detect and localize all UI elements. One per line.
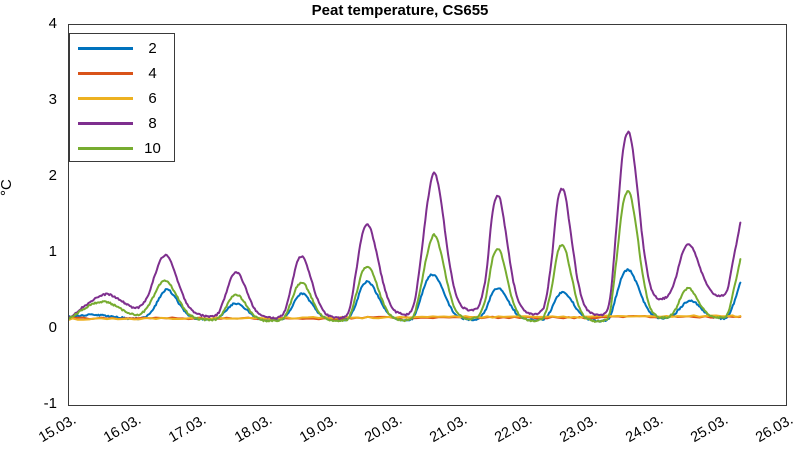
series-line-8	[69, 130, 742, 320]
legend-label: 2	[148, 40, 157, 57]
y-tick-label: 2	[48, 167, 57, 184]
x-tick-label: 23.03.	[557, 412, 601, 447]
x-tick-label: 22.03.	[492, 412, 536, 447]
x-tick-label: 17.03.	[166, 412, 210, 447]
y-tick-label: 4	[48, 15, 57, 32]
legend-item-6[interactable]: 6	[70, 86, 176, 111]
legend-item-10[interactable]: 10	[70, 136, 176, 161]
series-line-10	[69, 190, 742, 323]
y-tick-label: 1	[48, 243, 57, 260]
x-tick-label: 18.03.	[231, 412, 275, 447]
x-tick-label: 16.03.	[101, 412, 145, 447]
legend-label: 10	[144, 140, 161, 157]
x-tick-label: 20.03.	[361, 412, 405, 447]
y-tick-label: 3	[48, 91, 57, 108]
legend-swatch-4	[78, 72, 133, 75]
legend-swatch-8	[78, 122, 133, 125]
series-line-6	[69, 314, 742, 321]
legend-label: 8	[148, 115, 157, 132]
x-tick-label: 21.03.	[427, 412, 471, 447]
legend-swatch-2	[78, 47, 133, 50]
legend-swatch-6	[78, 97, 133, 100]
x-tick-label: 26.03.	[753, 412, 796, 447]
legend-label: 6	[148, 90, 157, 107]
x-tick-label: 19.03.	[296, 412, 340, 447]
x-tick-label: 25.03.	[687, 412, 731, 447]
legend-item-2[interactable]: 2	[70, 36, 176, 61]
plot-area	[68, 24, 787, 406]
legend-item-4[interactable]: 4	[70, 61, 176, 86]
legend-item-8[interactable]: 8	[70, 111, 176, 136]
legend-swatch-10	[78, 147, 133, 150]
legend-label: 4	[148, 65, 157, 82]
plot-lines	[69, 130, 742, 323]
y-tick-label: -1	[43, 395, 57, 412]
y-tick-label: 0	[48, 319, 57, 336]
legend: 2 4 6 8 10	[69, 33, 175, 162]
x-tick-label: 24.03.	[622, 412, 666, 447]
x-tick-label: 15.03.	[36, 412, 79, 447]
chart-title: Peat temperature, CS655	[311, 2, 489, 19]
